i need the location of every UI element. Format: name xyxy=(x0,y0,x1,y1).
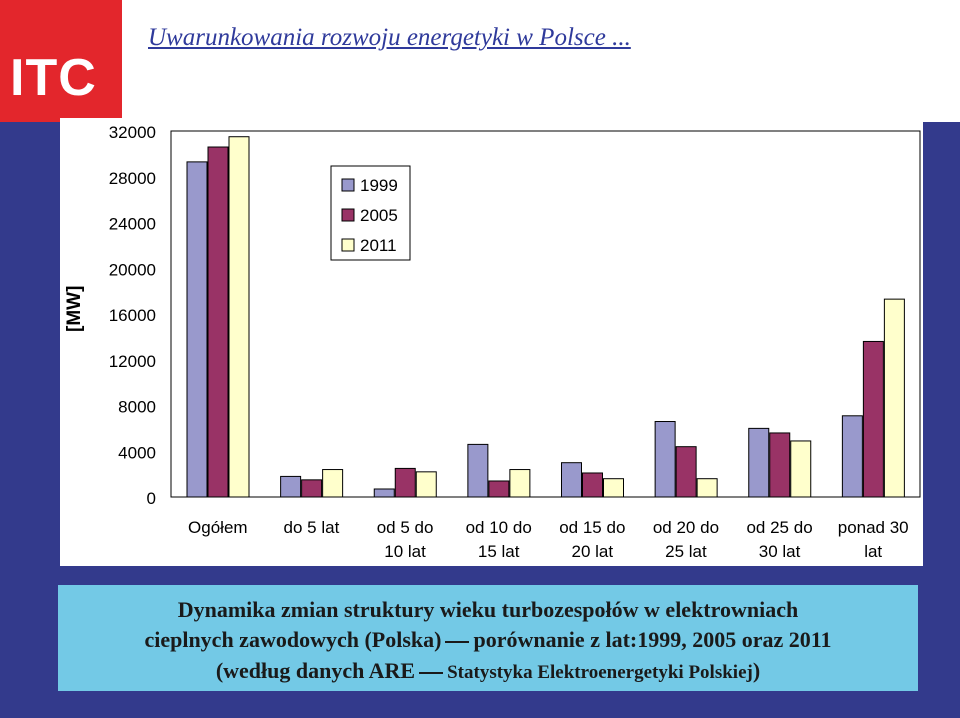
bar-2005 xyxy=(675,446,697,498)
bar-1999 xyxy=(654,421,676,498)
bar-2005 xyxy=(488,480,510,498)
caption-dash xyxy=(445,640,470,643)
x-tick-label: 15 lat xyxy=(478,542,520,561)
caption-line-2: cieplnych zawodowych (Polska) porównanie … xyxy=(58,627,918,653)
caption-dash xyxy=(419,671,444,674)
caption-line-2-a: cieplnych zawodowych (Polska) xyxy=(144,627,442,652)
bar-2005 xyxy=(582,472,603,498)
plot-area xyxy=(170,130,921,498)
bar-2005 xyxy=(394,467,416,498)
y-tick-label: 8000 xyxy=(118,398,156,417)
x-tick-label: od 15 do xyxy=(559,518,625,537)
y-tick-label: 28000 xyxy=(109,169,156,188)
bar-2005 xyxy=(207,146,229,498)
bar-2005 xyxy=(301,479,323,498)
y-tick-label: 12000 xyxy=(109,352,156,371)
bar-2011 xyxy=(603,478,624,498)
y-tick-label: 20000 xyxy=(109,260,156,279)
caption-line-3-a: (według danych ARE xyxy=(215,658,416,683)
y-axis-label: [MW] xyxy=(64,285,85,332)
bar-2011 xyxy=(228,136,250,498)
y-tick-label: 32000 xyxy=(109,123,156,142)
y-tick-label: 24000 xyxy=(109,215,156,234)
bar-2011 xyxy=(696,478,718,498)
x-tick-label: do 5 lat xyxy=(284,518,340,537)
bar-2011 xyxy=(322,469,344,498)
x-tick-label: ponad 30 xyxy=(838,518,909,537)
caption-line-2-b: porównanie z lat:1999, 2005 oraz 2011 xyxy=(473,627,832,652)
logo-text: ITC xyxy=(10,49,97,107)
caption-line-3-b: Statystyka Elektroenergetyki Polskiej xyxy=(447,662,753,683)
x-tick-label: Ogółem xyxy=(188,518,248,537)
x-tick-label: od 20 do xyxy=(653,518,719,537)
caption-line-1: Dynamika zmian struktury wieku turbozesp… xyxy=(177,597,799,622)
bar-1999 xyxy=(373,488,395,498)
bar-2011 xyxy=(509,469,531,498)
x-tick-label: od 25 do xyxy=(746,518,812,537)
legend-swatch-2005 xyxy=(341,208,355,222)
x-tick-label: 30 lat xyxy=(759,542,801,561)
x-tick-label: 10 lat xyxy=(384,542,426,561)
legend-swatch-2011 xyxy=(341,238,355,252)
bar-1999 xyxy=(561,462,582,498)
legend-swatch-1999 xyxy=(341,178,355,192)
bar-2005 xyxy=(862,340,884,498)
x-tick-label: 20 lat xyxy=(572,542,614,561)
bar-2005 xyxy=(769,432,791,498)
bar-1999 xyxy=(748,427,770,498)
bar-2011 xyxy=(883,298,905,498)
bar-1999 xyxy=(841,415,863,498)
caption-line-3: (według danych ARE Statystyka Elektroener… xyxy=(58,658,918,684)
legend-label: 2011 xyxy=(360,236,397,255)
bar-2011 xyxy=(790,440,812,498)
y-tick-label: 0 xyxy=(147,489,156,508)
x-tick-label: 25 lat xyxy=(665,542,707,561)
y-tick-label: 4000 xyxy=(118,443,156,462)
x-tick-label: lat xyxy=(864,542,882,561)
x-tick-label: od 10 do xyxy=(466,518,532,537)
title-bar xyxy=(122,0,960,122)
bar-1999 xyxy=(186,161,208,498)
bar-2011 xyxy=(415,471,437,498)
x-tick-label: od 5 do xyxy=(377,518,434,537)
legend-label: 2005 xyxy=(360,206,398,225)
bar-1999 xyxy=(467,443,489,498)
bar-1999 xyxy=(280,475,302,498)
caption-box: Dynamika zmian struktury wieku turbozesp… xyxy=(58,585,918,691)
legend-label: 1999 xyxy=(360,176,398,195)
caption-line-3-c: ) xyxy=(752,658,761,683)
slide-title: Uwarunkowania rozwoju energetyki w Polsc… xyxy=(148,24,631,51)
y-tick-label: 16000 xyxy=(109,306,156,325)
itc-logo: ITC xyxy=(0,0,122,122)
